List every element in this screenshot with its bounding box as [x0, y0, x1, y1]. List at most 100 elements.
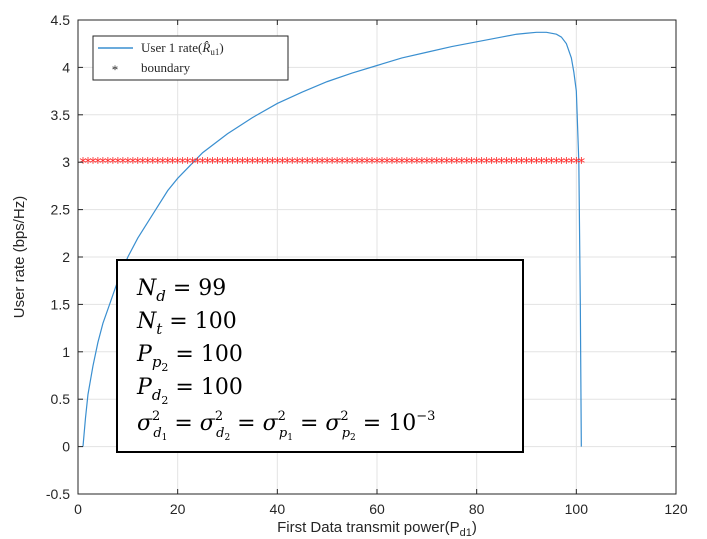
boundary-marker: * [229, 154, 237, 172]
boundary-marker: * [338, 154, 346, 172]
boundary-marker: * [264, 154, 272, 172]
boundary-marker: * [518, 154, 526, 172]
boundary-marker: * [503, 154, 511, 172]
boundary-marker: * [303, 154, 311, 172]
boundary-marker: * [219, 154, 227, 172]
boundary-marker: * [528, 154, 536, 172]
x-axis-label: First Data transmit power(Pd1) [277, 519, 477, 539]
boundary-marker: * [139, 154, 147, 172]
legend-box [92, 35, 289, 81]
annotation-line: Pp2 = 100 [136, 342, 243, 374]
boundary-marker: * [463, 154, 471, 172]
annotation-line: Pd2 = 100 [136, 375, 243, 407]
boundary-marker: * [428, 154, 436, 172]
boundary-marker: * [109, 154, 117, 172]
boundary-marker: * [159, 154, 167, 172]
boundary-marker: * [348, 154, 356, 172]
boundary-marker: * [254, 154, 262, 172]
tick-labels: 0 20 40 60 80 100 120-0.500.511.522.533.544.5 [46, 12, 688, 517]
legend-label-user1: User 1 rate(R̂u1) [141, 40, 224, 57]
boundary-marker: * [184, 154, 192, 172]
x-tick-label: 120 [664, 501, 688, 517]
boundary-marker: * [498, 154, 506, 172]
boundary-marker: * [423, 154, 431, 172]
annotation-line: Nd = 99 [136, 276, 226, 305]
boundary-marker: * [119, 154, 127, 172]
boundary-marker: * [209, 154, 217, 172]
boundary-marker: * [533, 154, 541, 172]
legend-label-boundary: boundary [141, 60, 191, 75]
legend: User 1 rate(R̂u1) * boundary [92, 35, 289, 81]
boundary-marker: * [553, 154, 561, 172]
x-tick-label: 80 [469, 501, 485, 517]
boundary-marker: * [328, 154, 336, 172]
boundary-marker: * [174, 154, 182, 172]
boundary-marker: * [358, 154, 366, 172]
y-axis-label: User rate (bps/Hz) [11, 196, 28, 319]
boundary-marker: * [99, 154, 107, 172]
boundary-marker: * [89, 154, 97, 172]
boundary-marker: * [483, 154, 491, 172]
boundary-marker: * [353, 154, 361, 172]
boundary-marker: * [413, 154, 421, 172]
boundary-marker: * [418, 154, 426, 172]
boundary-marker: * [84, 154, 92, 172]
y-tick-label: 1 [62, 344, 70, 360]
boundary-marker: * [104, 154, 112, 172]
boundary-marker: * [578, 154, 586, 172]
boundary-marker: * [388, 154, 396, 172]
boundary-marker: * [204, 154, 212, 172]
legend-marker-swatch: * [112, 62, 119, 77]
boundary-marker: * [124, 154, 132, 172]
boundary-marker: * [199, 154, 207, 172]
y-tick-label: 0 [62, 439, 70, 455]
boundary-marker: * [368, 154, 376, 172]
boundary-marker: * [224, 154, 232, 172]
boundary-marker: * [493, 154, 501, 172]
boundary-marker: * [214, 154, 222, 172]
boundary-marker: * [393, 154, 401, 172]
boundary-marker: * [488, 154, 496, 172]
y-tick-label: 2.5 [51, 202, 71, 218]
x-tick-label: 40 [270, 501, 286, 517]
boundary-marker: * [149, 154, 157, 172]
boundary-marker: * [558, 154, 566, 172]
boundary-marker: * [318, 154, 326, 172]
x-tick-label: 100 [565, 501, 589, 517]
boundary-marker: * [378, 154, 386, 172]
boundary-marker: * [269, 154, 277, 172]
boundary-marker: * [403, 154, 411, 172]
boundary-marker: * [79, 154, 87, 172]
boundary-marker: * [523, 154, 531, 172]
boundary-marker: * [294, 154, 302, 172]
boundary-marker: * [443, 154, 451, 172]
annotation-line: Nt = 100 [136, 309, 237, 338]
boundary-marker: * [274, 154, 282, 172]
boundary-marker: * [478, 154, 486, 172]
boundary-marker: * [299, 154, 307, 172]
y-tick-label: 1.5 [51, 296, 71, 312]
y-tick-label: 4 [62, 59, 70, 75]
boundary-marker: * [134, 154, 142, 172]
boundary-marker: * [189, 154, 197, 172]
boundary-marker: * [179, 154, 187, 172]
boundary-marker: * [239, 154, 247, 172]
boundary-marker: * [543, 154, 551, 172]
boundary-marker: * [129, 154, 137, 172]
boundary-marker: * [289, 154, 297, 172]
boundary-marker: * [508, 154, 516, 172]
boundary-marker: * [244, 154, 252, 172]
series-user1-line [82, 31, 582, 447]
boundary-marker: * [234, 154, 242, 172]
y-tick-label: 3.5 [51, 107, 71, 123]
series-layer: ****************************************… [79, 31, 586, 447]
boundary-marker: * [194, 154, 202, 172]
boundary-marker: * [568, 154, 576, 172]
annotation-sigma-line: σ2 d1 = σ2 d2 = σ2 p1 = σ2 p2 = 10−3 [137, 409, 435, 443]
boundary-marker: * [573, 154, 581, 172]
boundary-marker: * [383, 154, 391, 172]
boundary-marker: * [548, 154, 556, 172]
boundary-marker: * [448, 154, 456, 172]
